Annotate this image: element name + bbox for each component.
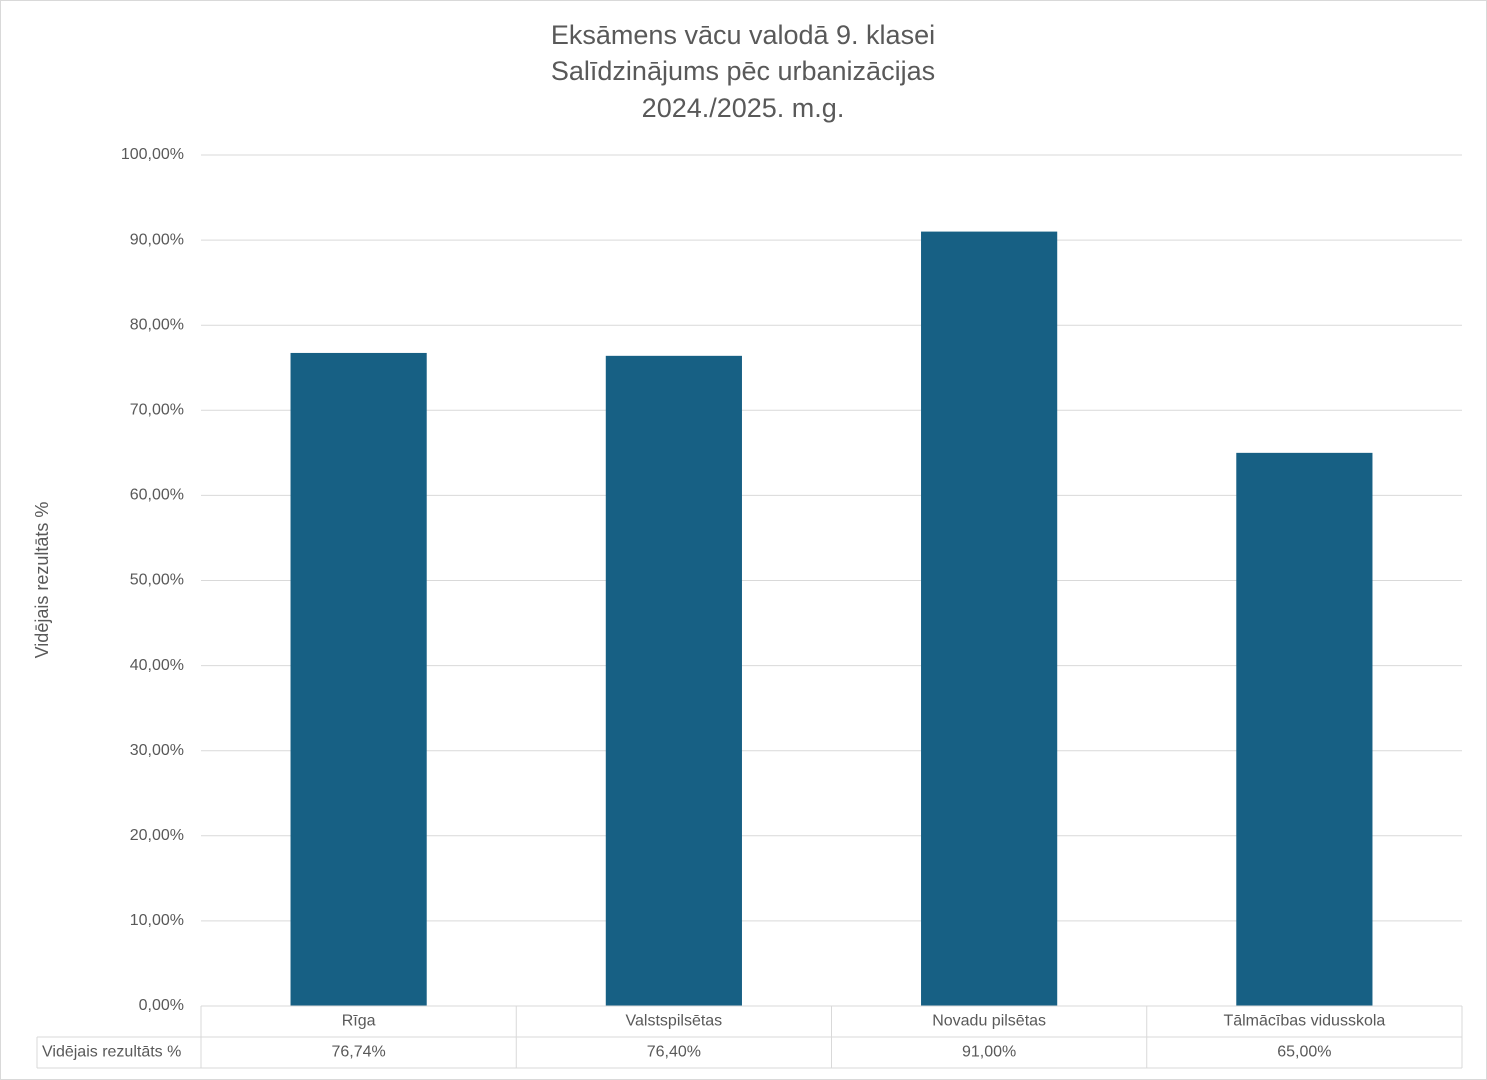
y-tick-label: 60,00% [130, 487, 184, 504]
y-tick-label: 30,00% [130, 742, 184, 759]
x-tick-label: Novadu pilsētas [932, 1013, 1046, 1030]
chart-title: 2024./2025. m.g. [642, 93, 845, 123]
y-tick-label: 80,00% [130, 316, 184, 333]
data-table-value: 65,00% [1277, 1044, 1331, 1061]
x-tick-label: Tālmācības vidusskola [1223, 1013, 1385, 1030]
data-table-value: 91,00% [962, 1044, 1016, 1061]
y-tick-label: 50,00% [130, 572, 184, 589]
y-tick-label: 0,00% [139, 997, 184, 1014]
bar [605, 355, 742, 1006]
y-tick-label: 40,00% [130, 657, 184, 674]
y-tick-label: 100,00% [121, 146, 184, 163]
bar [1236, 452, 1373, 1007]
y-tick-label: 70,00% [130, 402, 184, 419]
y-tick-label: 10,00% [130, 912, 184, 929]
x-tick-label: Rīga [342, 1013, 376, 1030]
chart-title: Eksāmens vācu valodā 9. klasei [551, 20, 935, 50]
bar [290, 352, 427, 1006]
y-tick-label: 90,00% [130, 231, 184, 248]
bar [921, 231, 1058, 1007]
x-tick-label: Valstspilsētas [626, 1013, 723, 1030]
chart-title: Salīdzinājums pēc urbanizācijas [551, 56, 935, 86]
y-axis-label: Vidējais rezultāts % [32, 502, 52, 659]
data-table-value: 76,40% [647, 1044, 701, 1061]
legend-label: Vidējais rezultāts % [42, 1044, 181, 1061]
data-table-value: 76,74% [331, 1044, 385, 1061]
y-tick-label: 20,00% [130, 827, 184, 844]
